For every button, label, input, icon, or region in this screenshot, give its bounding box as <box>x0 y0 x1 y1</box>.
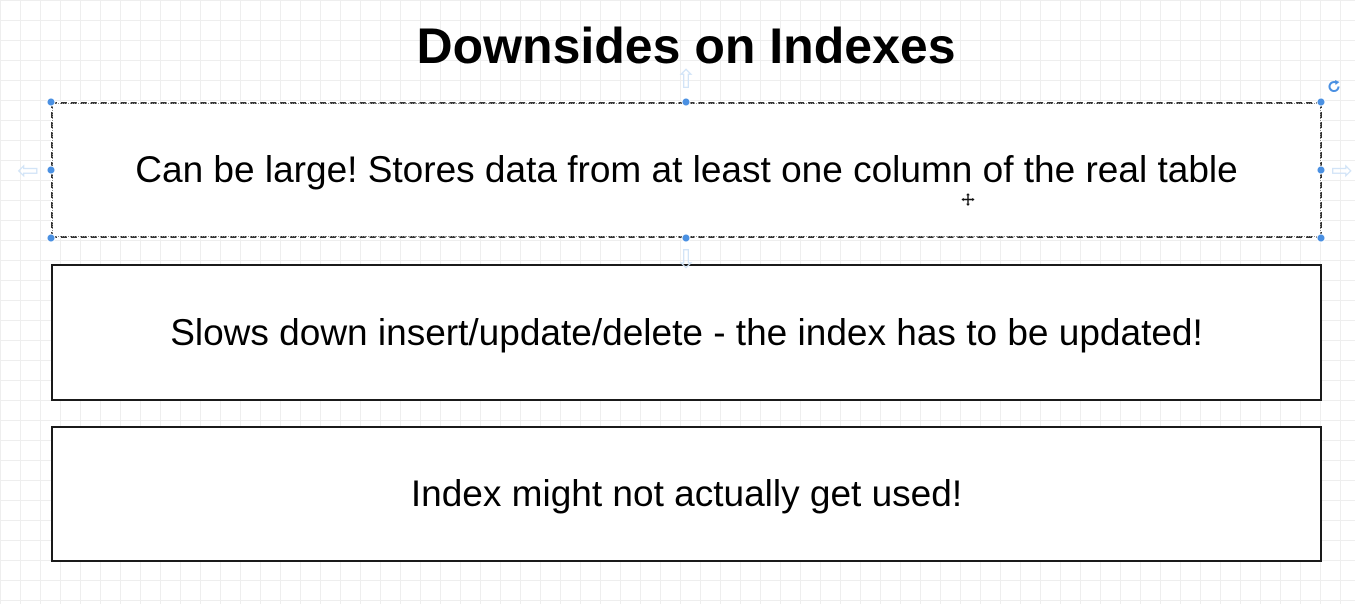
resize-handle-bottom[interactable] <box>681 233 691 243</box>
resize-handle-bottom-left[interactable] <box>46 233 56 243</box>
resize-handle-bottom-right[interactable] <box>1316 233 1326 243</box>
page-title: Downsides on Indexes <box>416 18 956 74</box>
move-cursor-icon <box>960 192 976 213</box>
resize-handle-top-right[interactable] <box>1316 97 1326 107</box>
connection-arrow-up-icon[interactable]: ⇧ <box>675 64 697 94</box>
resize-handle-left[interactable] <box>46 165 56 175</box>
resize-handle-top[interactable] <box>681 97 691 107</box>
diagram-box-slows[interactable]: Slows down insert/update/delete - the in… <box>51 264 1322 401</box>
connection-arrow-left-icon[interactable]: ⇦ <box>17 155 39 185</box>
resize-handle-right[interactable] <box>1316 165 1326 175</box>
connection-arrow-right-icon[interactable]: ⇨ <box>1331 155 1353 185</box>
resize-handle-top-left[interactable] <box>46 97 56 107</box>
rotate-icon[interactable] <box>1326 79 1342 100</box>
connection-arrow-down-icon[interactable]: ⇩ <box>675 244 697 274</box>
diagram-box-large[interactable]: Can be large! Stores data from at least … <box>51 102 1322 238</box>
diagram-box-unused[interactable]: Index might not actually get used! <box>51 426 1322 562</box>
